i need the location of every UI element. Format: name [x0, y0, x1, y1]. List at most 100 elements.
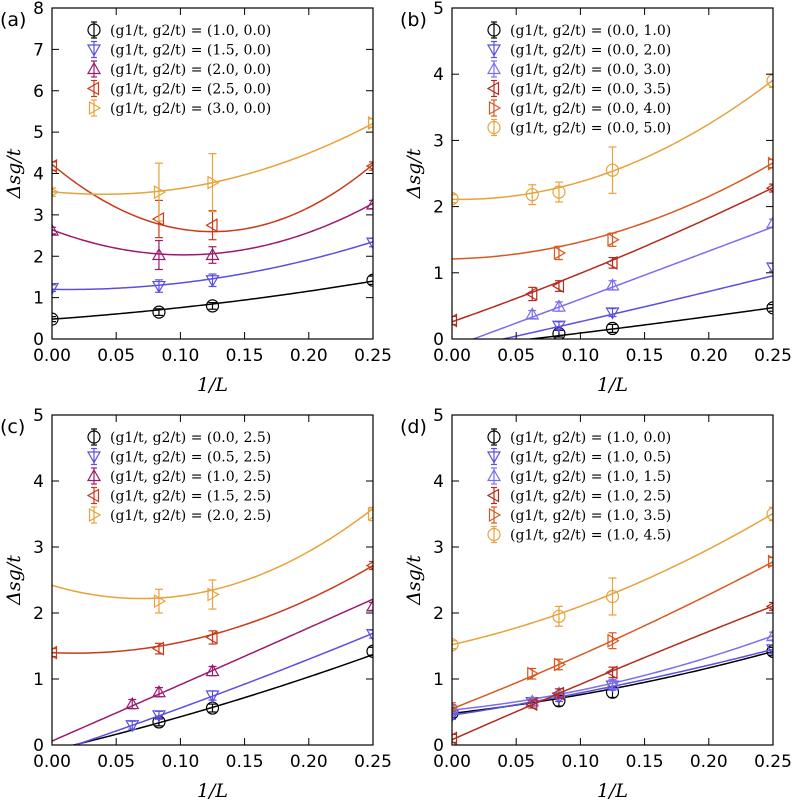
data-point [205, 663, 220, 677]
data-point [525, 697, 538, 712]
y-tick-label: 3 [33, 206, 44, 226]
data-point [52, 283, 60, 296]
y-tick-label: 1 [433, 264, 444, 284]
y-axis-label: Δsg/t [3, 148, 25, 199]
data-point [151, 641, 165, 656]
y-tick-label: 4 [33, 165, 44, 185]
legend-entry: (g1/t, g2/t) = (1.5, 2.5) [110, 489, 271, 505]
x-tick-label: 0.15 [226, 752, 264, 772]
series-6 [452, 73, 773, 206]
x-tick-label: 0.20 [290, 346, 328, 366]
x-tick-label: 0.05 [497, 346, 535, 366]
legend-entry: (g1/t, g2/t) = (0.0, 4.0) [510, 101, 671, 117]
y-tick-label: 0 [433, 736, 444, 756]
data-point [367, 115, 373, 131]
data-point [452, 702, 460, 711]
data-point [607, 232, 620, 247]
y-tick-label: 0 [33, 330, 44, 350]
legend-entry: (g1/t, g2/t) = (1.0, 2.5) [110, 469, 271, 485]
legend-entry: (g1/t, g2/t) = (3.0, 0.0) [110, 101, 271, 117]
data-point [605, 321, 620, 336]
x-tick-label: 0.25 [354, 752, 392, 772]
series-3 [471, 215, 773, 339]
data-point [551, 279, 565, 294]
panel-label: (d) [400, 416, 427, 438]
data-point [765, 602, 773, 611]
data-point [765, 262, 773, 275]
legend-entry: (g1/t, g2/t) = (0.5, 2.5) [110, 450, 271, 466]
series-4 [52, 159, 373, 241]
y-tick-label: 1 [33, 289, 44, 309]
legend-marker [486, 488, 500, 503]
series-3 [52, 598, 373, 742]
legend-marker [486, 468, 502, 482]
legend-marker [487, 23, 501, 37]
series-3 [52, 197, 373, 271]
data-point [552, 609, 566, 623]
legend-marker [486, 81, 500, 96]
data-point [765, 628, 773, 642]
data-point [365, 629, 373, 642]
y-tick-label: 2 [433, 198, 444, 218]
panel-d: 0.00 0.05 0.10 0.15 0.20 0.25 0 1 2 3 4 5 (d) 1/L Δsg/… [400, 406, 792, 802]
data-point [605, 163, 620, 177]
data-point [125, 720, 140, 733]
panel-label: (b) [400, 9, 427, 31]
data-point [765, 644, 773, 657]
data-point [605, 665, 618, 680]
y-tick-label: 5 [33, 406, 44, 426]
legend-marker [86, 61, 102, 75]
data-point [151, 684, 166, 698]
data-point [605, 589, 620, 604]
plot-area [452, 506, 773, 745]
data-point [452, 192, 459, 206]
fit-line [452, 187, 773, 323]
legend-entry: (g1/t, g2/t) = (1.0, 0.5) [510, 450, 671, 466]
data-point [525, 307, 540, 320]
legend-entry: (g1/t, g2/t) = (2.0, 2.5) [110, 508, 271, 524]
x-axis-label: 1/L [197, 374, 228, 396]
x-tick-label: 0.05 [97, 346, 135, 366]
legend-marker [88, 507, 102, 523]
data-point [205, 630, 218, 645]
x-tick-label: 0.25 [754, 346, 792, 366]
x-tick-label: 0.00 [33, 752, 71, 772]
legend-marker [86, 81, 100, 96]
y-tick-label: 4 [33, 472, 44, 492]
legend-marker [488, 507, 502, 523]
x-tick-label: 0.20 [690, 752, 728, 772]
legend-entry: (g1/t, g2/t) = (2.5, 0.0) [110, 82, 271, 98]
series-5 [452, 156, 773, 261]
axes-frame [451, 414, 774, 746]
series-6 [452, 506, 773, 652]
legend-marker [487, 527, 501, 542]
data-point [152, 305, 166, 319]
series-1 [70, 644, 373, 745]
axes-frame [451, 7, 774, 340]
legend-marker [86, 488, 100, 503]
x-tick-label: 0.15 [626, 346, 664, 366]
series-2 [73, 629, 373, 745]
data-point [205, 299, 220, 313]
data-point [607, 633, 620, 648]
legend-marker [487, 120, 501, 135]
y-tick-label: 2 [33, 247, 44, 267]
data-point [525, 188, 539, 202]
x-tick-label: 0.00 [33, 346, 71, 366]
legend: (g1/t, g2/t) = (1.0, 0.0) (g1/t, g2/t) = … [486, 428, 671, 544]
data-point [452, 731, 458, 745]
data-point [765, 215, 773, 229]
series-2 [499, 262, 773, 339]
data-point [125, 696, 140, 710]
x-tick-label: 0.00 [433, 346, 471, 366]
legend-entry: (g1/t, g2/t) = (1.0, 0.0) [110, 23, 271, 39]
data-point [205, 275, 220, 288]
x-tick-label: 0.05 [497, 752, 535, 772]
data-point [551, 686, 565, 701]
legend-marker [487, 430, 501, 444]
data-point [151, 280, 166, 294]
x-tick-label: 0.25 [754, 752, 792, 772]
legend-marker [86, 44, 102, 57]
series-5 [52, 115, 373, 222]
legend-marker [486, 451, 502, 464]
